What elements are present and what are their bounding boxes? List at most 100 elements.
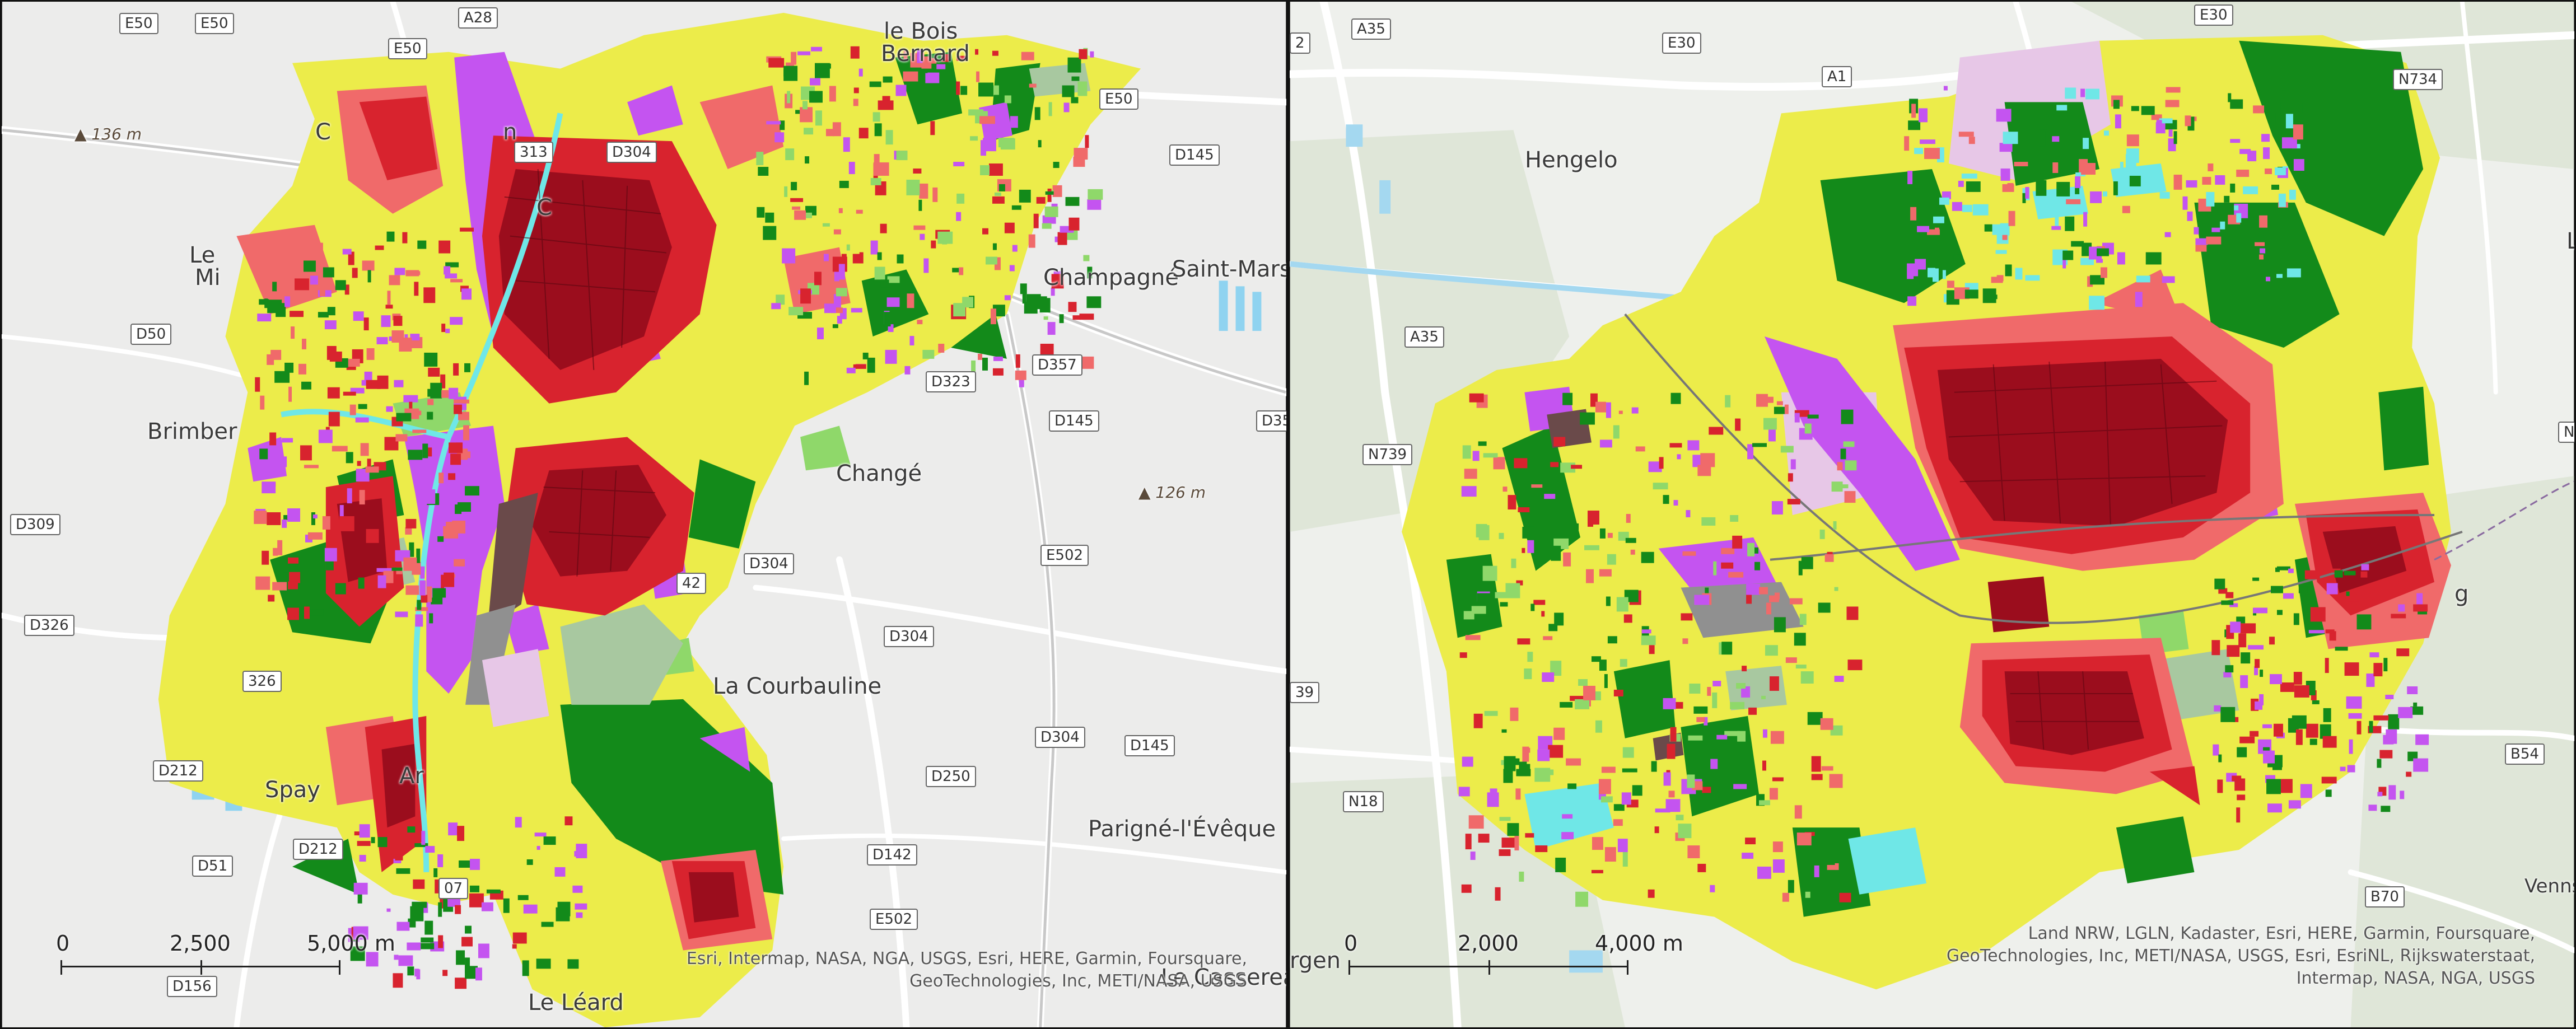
land-parcel: [1567, 783, 1577, 789]
land-parcel: [431, 597, 443, 605]
land-parcel: [1747, 542, 1755, 556]
land-parcel: [2008, 211, 2015, 226]
land-parcel: [1804, 423, 1812, 434]
land-parcel: [461, 288, 472, 300]
land-parcel: [335, 280, 346, 291]
land-parcel: [421, 937, 434, 943]
land-parcel: [2262, 724, 2272, 728]
land-parcel: [465, 925, 472, 934]
land-parcel: [350, 387, 365, 394]
land-parcel: [1504, 756, 1516, 771]
land-parcel: [465, 957, 470, 974]
land-parcel: [1814, 865, 1819, 877]
land-parcel: [486, 889, 501, 894]
land-parcel: [448, 822, 458, 836]
land-parcel: [1028, 234, 1035, 248]
land-parcel: [1518, 507, 1530, 513]
land-parcel: [478, 943, 489, 958]
land-parcel: [2211, 227, 2220, 232]
land-parcel: [2141, 106, 2155, 115]
land-parcel: [1501, 729, 1507, 733]
land-parcel: [264, 298, 268, 308]
land-parcel: [953, 162, 965, 167]
land-parcel: [1733, 784, 1747, 789]
land-parcel: [2090, 191, 2102, 203]
land-parcel: [1710, 759, 1718, 769]
land-parcel: [1499, 849, 1511, 857]
land-parcel: [2168, 129, 2173, 137]
land-parcel: [1840, 433, 1847, 445]
land-parcel: [307, 609, 324, 616]
land-parcel: [448, 473, 456, 480]
land-parcel: [1655, 808, 1670, 813]
land-parcel: [287, 607, 300, 620]
land-parcel: [405, 270, 419, 277]
land-parcel: [1805, 891, 1810, 898]
land-parcel: [877, 252, 882, 260]
land-parcel: [2062, 253, 2066, 269]
land-parcel: [1837, 462, 1843, 471]
land-parcel: [843, 137, 850, 152]
land-parcel: [1790, 459, 1796, 470]
land-parcel: [766, 121, 781, 125]
land-parcel: [1021, 52, 1034, 60]
land-parcel: [1015, 370, 1026, 380]
land-parcel: [895, 85, 907, 96]
road-shield: D145: [1169, 144, 1220, 166]
land-parcel: [2231, 245, 2235, 256]
land-parcel: [913, 169, 922, 174]
land-parcel: [2066, 199, 2081, 204]
land-parcel: [1830, 725, 1843, 736]
land-parcel: [1725, 395, 1731, 408]
land-parcel: [998, 138, 1014, 148]
land-parcel: [433, 868, 438, 877]
land-parcel: [413, 879, 425, 889]
land-parcel: [2227, 645, 2240, 657]
land-parcel: [1687, 440, 1700, 451]
land-parcel: [795, 110, 803, 114]
land-parcel: [2233, 717, 2239, 722]
land-parcel: [324, 320, 337, 330]
land-parcel: [2280, 682, 2294, 692]
land-parcel: [1004, 90, 1011, 104]
land-parcel: [837, 316, 842, 324]
land-parcel: [503, 898, 510, 913]
land-parcel: [874, 123, 882, 137]
land-parcel: [990, 308, 996, 325]
land-parcel: [427, 586, 432, 602]
land-parcel: [897, 254, 904, 264]
land-parcel: [556, 907, 570, 922]
map-canvas-right[interactable]: [1290, 2, 2574, 1027]
land-parcel: [1649, 645, 1655, 654]
map-panel-right[interactable]: Hengelo rgen Vennstr Lg A35 E30 E30 A1 N734 A35 N7…: [1288, 0, 2576, 1029]
land-parcel: [1801, 556, 1813, 569]
land-parcel: [791, 181, 797, 190]
land-parcel: [2283, 593, 2294, 599]
land-parcel: [918, 199, 922, 211]
land-parcel: [1586, 569, 1594, 583]
land-parcel: [903, 71, 918, 82]
land-parcel: [2122, 205, 2130, 213]
land-parcel: [2080, 258, 2094, 265]
land-parcel: [1468, 815, 1484, 829]
land-parcel: [273, 548, 278, 556]
land-parcel: [2162, 276, 2175, 283]
land-parcel: [1732, 535, 1743, 549]
land-parcel: [2381, 806, 2391, 812]
land-parcel: [1471, 606, 1486, 614]
land-parcel: [956, 212, 962, 221]
land-parcel: [365, 466, 379, 473]
land-parcel: [810, 78, 820, 86]
land-parcel: [2192, 116, 2197, 121]
land-parcel: [412, 429, 427, 433]
land-parcel: [455, 905, 461, 914]
place-label: le Bois: [884, 18, 958, 44]
land-parcel: [419, 437, 435, 442]
land-parcel: [1710, 885, 1715, 892]
map-panel-left[interactable]: le Bois Bernard Champagné Saint-Mars- Changé…: [0, 0, 1288, 1029]
land-parcel: [1519, 871, 1524, 882]
land-parcel: [2325, 629, 2335, 634]
land-parcel: [386, 908, 391, 912]
land-parcel: [2101, 267, 2107, 278]
land-parcel: [1962, 204, 1972, 212]
